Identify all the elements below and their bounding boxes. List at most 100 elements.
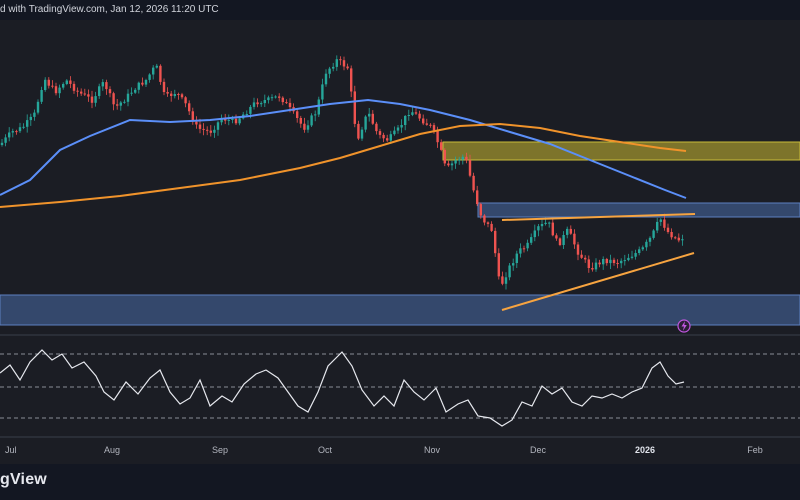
candle-body: [429, 124, 432, 126]
candle-body: [69, 80, 72, 84]
candle-body: [166, 92, 169, 94]
candle-body: [188, 103, 191, 112]
candle-body: [638, 249, 641, 253]
candle-body: [101, 82, 104, 87]
candle-body: [162, 81, 166, 92]
candle-body: [566, 228, 569, 235]
candle-body: [324, 73, 328, 85]
candle-body: [558, 238, 562, 245]
candle-body: [173, 94, 176, 97]
candle-body: [440, 142, 443, 150]
candle-body: [191, 111, 194, 122]
candle-body: [152, 67, 155, 75]
candle-body: [368, 113, 371, 117]
candle-body: [472, 175, 475, 191]
candle-body: [116, 104, 119, 106]
candle-body: [609, 259, 612, 264]
candle-body: [670, 232, 673, 238]
candle-body: [328, 68, 331, 74]
candle-body: [249, 106, 252, 114]
candle-body: [213, 129, 216, 133]
candle-body: [580, 254, 583, 258]
triangle-upper-line: [501, 213, 696, 221]
moving-average-blue: [0, 98, 687, 199]
candle-body: [375, 123, 378, 132]
price-chart[interactable]: Jul Aug Sep Oct Nov Dec 2026 Feb: [0, 20, 800, 464]
candle-body: [33, 112, 36, 117]
candle-body: [533, 230, 536, 238]
candle-body: [594, 262, 598, 270]
candle-body: [447, 163, 450, 166]
candle-body: [602, 259, 605, 265]
candle-body: [22, 126, 25, 128]
candle-body: [198, 124, 202, 129]
candle-body: [378, 131, 382, 135]
candle-body: [130, 92, 133, 94]
candle-body: [260, 103, 263, 105]
candle-body: [335, 59, 338, 67]
candle-body: [137, 82, 140, 90]
resistance-zone-yellow: [442, 141, 800, 161]
candle-body: [544, 222, 547, 224]
candle-body: [134, 89, 137, 93]
candle-body: [65, 80, 68, 84]
candle-body: [522, 248, 526, 250]
candle-body: [36, 101, 40, 113]
candle-body: [483, 215, 486, 223]
candle-body: [350, 68, 353, 92]
x-tick-label: Feb: [747, 445, 763, 455]
candle-body: [497, 253, 500, 277]
candle-body: [360, 129, 364, 139]
candle-body: [371, 113, 374, 124]
candle-body: [364, 116, 367, 130]
candle-body: [72, 83, 76, 91]
candle-body: [8, 132, 11, 138]
candle-body: [627, 257, 630, 261]
footer-bar: gView: [0, 464, 800, 500]
candle-body: [404, 116, 407, 125]
candle-body: [630, 256, 634, 258]
triangle-lower-line: [501, 252, 695, 311]
candle-body: [54, 86, 58, 94]
candle-body: [346, 66, 349, 69]
candle-body: [206, 129, 209, 131]
lightning-icon[interactable]: [677, 319, 691, 333]
candle-body: [281, 97, 284, 103]
candle-body: [144, 80, 148, 85]
candle-body: [407, 115, 410, 116]
candle-body: [569, 228, 572, 234]
candle-body: [98, 86, 101, 96]
x-tick-label: Aug: [104, 445, 120, 455]
candle-body: [526, 242, 529, 249]
candle-body: [508, 265, 511, 278]
brand-logo-text: gView: [0, 471, 47, 488]
candle-body: [0, 142, 4, 145]
x-tick-label: Sep: [212, 445, 228, 455]
candle-body: [209, 130, 212, 133]
candle-body: [458, 159, 461, 161]
candle-body: [159, 65, 162, 82]
candle-body: [62, 84, 65, 88]
candle-body: [591, 268, 594, 270]
watermark-bar: d with TradingView.com, Jan 12, 2026 11:…: [0, 0, 800, 20]
candle-body: [274, 96, 277, 98]
candle-body: [288, 102, 292, 108]
candle-body: [310, 115, 313, 126]
candle-body: [623, 260, 626, 262]
candle-body: [605, 259, 608, 264]
candle-body: [87, 94, 90, 97]
candle-body: [540, 224, 544, 227]
candle-body: [537, 226, 540, 231]
candle-body: [26, 120, 29, 127]
candle-body: [224, 118, 227, 121]
candle-body: [317, 99, 320, 115]
candle-body: [58, 87, 61, 94]
candle-body: [425, 123, 428, 125]
candle-body: [314, 114, 317, 116]
candle-body: [80, 91, 83, 94]
candle-body: [400, 125, 403, 128]
candle-body: [494, 230, 497, 254]
candle-body: [382, 134, 385, 139]
candle-body: [148, 74, 151, 80]
candle-body: [479, 204, 482, 216]
